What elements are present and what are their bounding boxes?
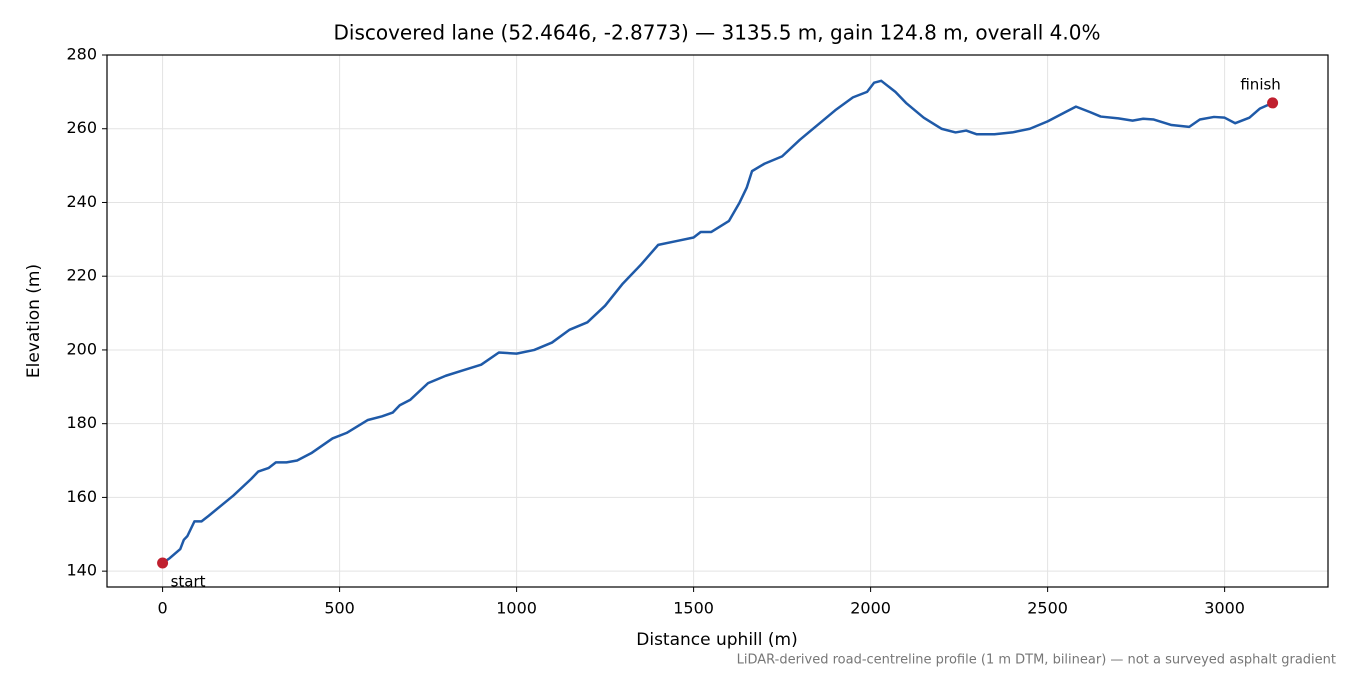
- plot-frame: [106, 54, 1329, 588]
- y-tick-label: 240: [66, 192, 97, 211]
- x-axis-label: Distance uphill (m): [636, 630, 797, 650]
- elevation-line: [161, 79, 1274, 565]
- x-tick-label: 2000: [850, 599, 891, 618]
- x-tick-label: 1500: [673, 599, 714, 618]
- annotation: finish: [1240, 75, 1280, 93]
- footnote: LiDAR-derived road-centreline profile (1…: [737, 653, 1336, 668]
- x-tick-label: 500: [324, 599, 355, 618]
- y-tick-label: 160: [66, 487, 97, 506]
- x-tick-label: 3000: [1204, 599, 1245, 618]
- y-tick-label: 280: [66, 45, 97, 64]
- x-tick-label: 1000: [496, 599, 537, 618]
- y-axis-label: Elevation (m): [24, 264, 44, 378]
- y-tick-label: 200: [66, 339, 97, 358]
- annotation: start: [171, 573, 206, 591]
- y-tick-label: 180: [66, 413, 97, 432]
- marker: [1267, 97, 1279, 109]
- y-tick-label: 220: [66, 266, 97, 285]
- y-tick-label: 260: [66, 118, 97, 137]
- y-tick-label: 140: [66, 561, 97, 580]
- x-tick-label: 2500: [1027, 599, 1068, 618]
- x-tick-label: 0: [157, 599, 167, 618]
- marker: [157, 557, 169, 569]
- chart-title: Discovered lane (52.4646, -2.8773) — 313…: [333, 21, 1100, 45]
